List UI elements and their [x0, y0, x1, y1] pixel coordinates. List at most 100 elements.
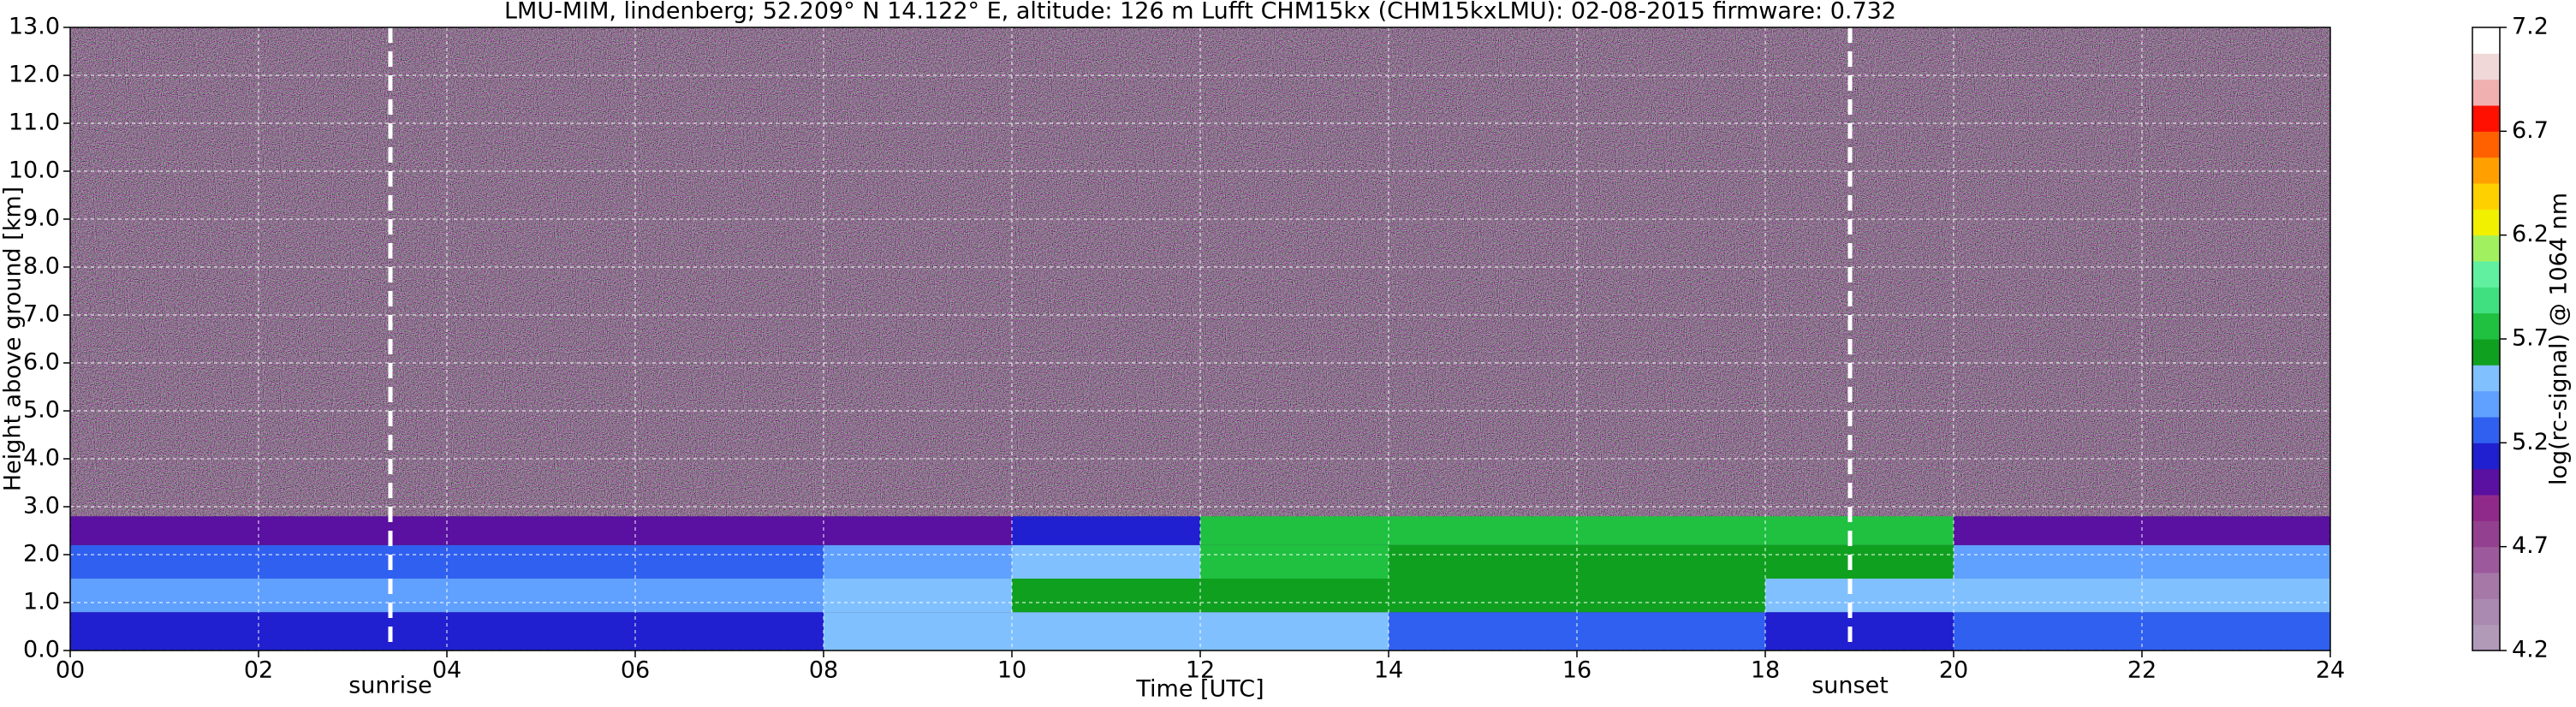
colorbar-tick-label: 6.7 [2512, 117, 2549, 144]
colorbar-swatch [2472, 183, 2500, 210]
y-tick-label: 12.0 [9, 62, 60, 88]
heatmap-cell [259, 612, 447, 651]
colorbar-swatch [2472, 495, 2500, 521]
heatmap-cell [1954, 544, 2142, 579]
chart-title: LMU-MIM, lindenberg; 52.209° N 14.122° E… [504, 0, 1896, 25]
x-tick-label: 08 [809, 657, 838, 684]
heatmap-cell [1200, 579, 1389, 613]
annotation-label: sunrise [348, 673, 432, 699]
colorbar-swatch [2472, 443, 2500, 470]
colorbar-swatch [2472, 468, 2500, 496]
colorbar-swatch [2472, 157, 2500, 184]
heatmap-cell [259, 544, 447, 579]
y-tick-label: 5.0 [23, 397, 60, 424]
x-axis-label: Time [UTC] [1135, 676, 1264, 703]
x-tick-label: 10 [997, 657, 1026, 684]
colorbar-swatch [2472, 79, 2500, 106]
colorbar-swatch [2472, 417, 2500, 443]
colorbar-swatch [2472, 573, 2500, 599]
y-tick-label: 1.0 [23, 589, 60, 615]
colorbar-swatch [2472, 390, 2500, 418]
heatmap-cell [635, 544, 824, 579]
heatmap-cell [1012, 579, 1200, 613]
heatmap-cell [1389, 544, 1577, 579]
heatmap-cell [2142, 612, 2330, 651]
heatmap-cell [824, 612, 1012, 651]
y-tick-label: 4.0 [23, 445, 60, 472]
heatmap-cell [1577, 516, 1765, 545]
colorbar-swatch [2472, 339, 2500, 365]
heatmap-cell [635, 612, 824, 651]
colorbar-swatch [2472, 598, 2500, 626]
heatmap-cell [70, 579, 259, 613]
heatmap-cell [1577, 579, 1765, 613]
annotation-label: sunset [1812, 673, 1889, 699]
colorbar-swatch [2472, 53, 2500, 80]
colorbar-swatch [2472, 624, 2500, 651]
colorbar-tick-label: 4.7 [2512, 532, 2549, 559]
heatmap-cell [1954, 612, 2142, 651]
colorbar-swatch [2472, 365, 2500, 392]
heatmap-cell [635, 516, 824, 545]
y-tick-label: 8.0 [23, 253, 60, 280]
colorbar-swatch [2472, 287, 2500, 314]
colorbar-tick-label: 5.7 [2512, 325, 2549, 352]
x-tick-label: 00 [56, 657, 85, 684]
colorbar-swatch [2472, 105, 2500, 132]
heatmap-cell [259, 579, 447, 613]
heatmap-cell [1765, 544, 1954, 579]
x-tick-label: 14 [1374, 657, 1403, 684]
colorbar-tick-label: 7.2 [2512, 14, 2549, 40]
y-tick-label: 13.0 [9, 14, 60, 40]
heatmap-cell [447, 544, 635, 579]
heatmap-cell [1954, 516, 2142, 545]
colorbar-swatch [2472, 520, 2500, 548]
y-tick-label: 10.0 [9, 157, 60, 184]
heatmap-cell [2142, 516, 2330, 545]
colorbar-swatch [2472, 131, 2500, 158]
heatmap-cell [70, 516, 259, 545]
colorbar-swatch [2472, 235, 2500, 262]
heatmap-cell [2142, 544, 2330, 579]
heatmap-cell [1012, 544, 1200, 579]
heatmap-cell [1200, 612, 1389, 651]
heatmap-cell [1954, 579, 2142, 613]
colorbar-swatch [2472, 546, 2500, 573]
y-tick-label: 11.0 [9, 110, 60, 136]
heatmap-cell [259, 516, 447, 545]
heatmap-cell [1577, 612, 1765, 651]
heatmap-cell [1765, 579, 1954, 613]
x-tick-label: 16 [1562, 657, 1591, 684]
colorbar-swatch [2472, 27, 2500, 54]
heatmap-cell [1389, 579, 1577, 613]
heatmap-cell [1765, 612, 1954, 651]
heatmap-cell [1200, 544, 1389, 579]
heatmap-cell [70, 544, 259, 579]
colorbar-swatch [2472, 312, 2500, 340]
y-tick-label: 3.0 [23, 493, 60, 520]
y-tick-label: 2.0 [23, 541, 60, 567]
heatmap-cell [447, 612, 635, 651]
heatmap-cell [447, 579, 635, 613]
x-tick-label: 04 [432, 657, 461, 684]
x-tick-label: 20 [1939, 657, 1968, 684]
heatmap-cell [2142, 579, 2330, 613]
heatmap-cell [1765, 516, 1954, 545]
x-tick-label: 18 [1751, 657, 1780, 684]
heatmap-cell [1389, 612, 1577, 651]
colorbar-tick-label: 5.2 [2512, 429, 2549, 455]
heatmap-cell [824, 516, 1012, 545]
x-tick-label: 24 [2316, 657, 2345, 684]
y-tick-label: 0.0 [23, 637, 60, 663]
heatmap-cell [824, 544, 1012, 579]
x-tick-label: 22 [2127, 657, 2157, 684]
x-tick-label: 02 [244, 657, 273, 684]
heatmap-cell [635, 579, 824, 613]
heatmap-cell [1200, 516, 1389, 545]
heatmap-cell [1389, 516, 1577, 545]
y-tick-label: 9.0 [23, 205, 60, 232]
colorbar-swatch [2472, 261, 2500, 288]
heatmap-cell [447, 516, 635, 545]
heatmap-cell [824, 579, 1012, 613]
